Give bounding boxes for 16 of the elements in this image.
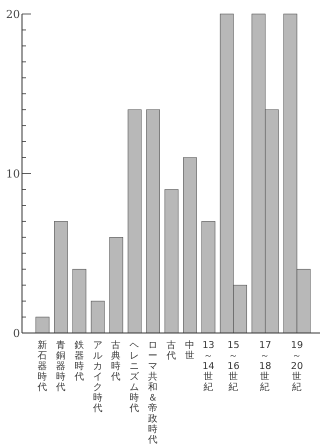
y-tick-label: 20 bbox=[6, 8, 20, 21]
x-tick-label: 中世 bbox=[184, 339, 195, 362]
x-tick-label: 新石器時代 bbox=[36, 339, 48, 393]
x-tick-label: 青銅器時代 bbox=[54, 339, 66, 393]
x-tick-label: 13～14世紀 bbox=[202, 340, 214, 393]
x-tick-label: 古典時代 bbox=[110, 339, 122, 382]
x-tick-label: 17～18世紀 bbox=[259, 340, 272, 393]
x-tick-label: ヘレニズム時代 bbox=[128, 340, 141, 414]
x-tick-label: 15～16世紀 bbox=[227, 340, 240, 393]
x-tick-label: 19～20世紀 bbox=[290, 340, 304, 393]
x-tick-label: 古代 bbox=[166, 339, 177, 362]
y-tick-label: 10 bbox=[6, 168, 20, 180]
x-tick-label: アルカイク時代 bbox=[92, 340, 103, 414]
category-label: ローマ共和＆帝政時代 bbox=[148, 340, 158, 444]
y-tick-label: 0 bbox=[13, 327, 20, 340]
x-tick-label: 鉄器時代 bbox=[73, 339, 84, 382]
